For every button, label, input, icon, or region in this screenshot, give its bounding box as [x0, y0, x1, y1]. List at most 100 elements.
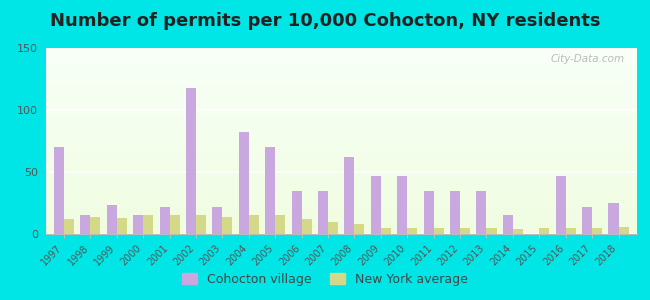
Bar: [46, 223, 637, 224]
Bar: [46, 177, 637, 178]
Bar: [46, 104, 637, 105]
Bar: [302, 219, 312, 234]
Bar: [46, 101, 637, 103]
Bar: [424, 190, 434, 234]
Bar: [46, 136, 637, 137]
Bar: [46, 48, 637, 49]
Bar: [46, 100, 637, 101]
Bar: [46, 126, 637, 128]
Bar: [46, 178, 637, 179]
Bar: [46, 131, 637, 132]
Bar: [46, 135, 637, 136]
Bar: [117, 218, 127, 234]
Bar: [239, 132, 249, 234]
Bar: [46, 107, 637, 109]
Bar: [46, 209, 637, 210]
Legend: Cohocton village, New York average: Cohocton village, New York average: [177, 268, 473, 291]
Bar: [46, 84, 637, 85]
Bar: [46, 128, 637, 129]
Bar: [46, 172, 637, 173]
Bar: [46, 85, 637, 86]
Bar: [46, 156, 637, 157]
Bar: [46, 129, 637, 130]
Bar: [46, 186, 637, 187]
Bar: [46, 63, 637, 64]
Bar: [619, 226, 629, 234]
Bar: [46, 176, 637, 177]
Bar: [46, 74, 637, 75]
Bar: [46, 75, 637, 76]
Bar: [46, 154, 637, 156]
Bar: [46, 122, 637, 124]
Bar: [46, 232, 637, 233]
Bar: [476, 190, 486, 234]
Bar: [46, 196, 637, 197]
Bar: [450, 190, 460, 234]
Bar: [46, 233, 637, 234]
Bar: [556, 176, 566, 234]
Bar: [46, 229, 637, 230]
Bar: [160, 207, 170, 234]
Bar: [81, 215, 90, 234]
Bar: [64, 219, 74, 234]
Bar: [46, 212, 637, 213]
Bar: [170, 215, 179, 234]
Bar: [46, 166, 637, 167]
Bar: [46, 80, 637, 82]
Bar: [46, 53, 637, 54]
Bar: [46, 230, 637, 232]
Bar: [46, 117, 637, 119]
Bar: [46, 109, 637, 110]
Bar: [46, 160, 637, 161]
Bar: [46, 188, 637, 189]
Bar: [222, 217, 233, 234]
Bar: [46, 49, 637, 50]
Bar: [397, 176, 408, 234]
Bar: [46, 158, 637, 160]
Bar: [46, 56, 637, 57]
Bar: [46, 112, 637, 114]
Bar: [46, 169, 637, 171]
Bar: [46, 60, 637, 62]
Bar: [265, 147, 275, 234]
Bar: [46, 141, 637, 142]
Bar: [46, 90, 637, 92]
Bar: [46, 167, 637, 168]
Bar: [46, 114, 637, 115]
Bar: [46, 105, 637, 106]
Bar: [46, 67, 637, 68]
Bar: [46, 94, 637, 95]
Bar: [46, 139, 637, 140]
Bar: [46, 79, 637, 80]
Bar: [46, 183, 637, 184]
Bar: [292, 190, 302, 234]
Bar: [46, 182, 637, 183]
Bar: [46, 152, 637, 153]
Bar: [46, 165, 637, 166]
Bar: [46, 220, 637, 222]
Bar: [46, 198, 637, 199]
Bar: [46, 190, 637, 192]
Bar: [46, 130, 637, 131]
Bar: [46, 111, 637, 112]
Bar: [46, 137, 637, 139]
Bar: [46, 197, 637, 198]
Bar: [46, 61, 637, 63]
Bar: [503, 215, 513, 234]
Bar: [592, 228, 602, 234]
Bar: [46, 115, 637, 116]
Bar: [46, 199, 637, 200]
Bar: [566, 228, 576, 234]
Bar: [46, 219, 637, 220]
Bar: [46, 224, 637, 225]
Bar: [460, 228, 470, 234]
Bar: [46, 52, 637, 53]
Bar: [275, 215, 285, 234]
Bar: [46, 72, 637, 73]
Bar: [46, 142, 637, 143]
Bar: [46, 226, 637, 228]
Bar: [46, 119, 637, 120]
Bar: [46, 143, 637, 145]
Bar: [46, 110, 637, 111]
Bar: [46, 222, 637, 223]
